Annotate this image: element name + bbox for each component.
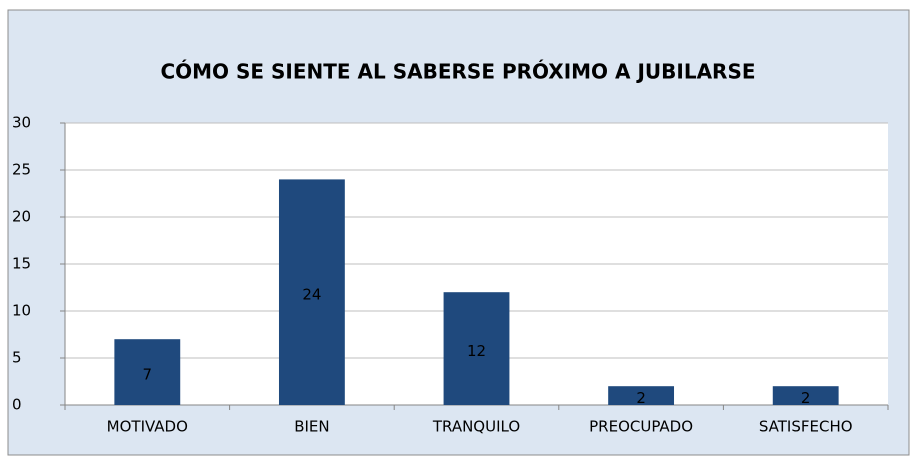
x-tick-label: MOTIVADO — [107, 418, 188, 436]
bar — [114, 339, 181, 405]
chart-title: CÓMO SE SIENTE AL SABERSE PRÓXIMO A JUBI… — [160, 60, 755, 84]
bar — [772, 386, 839, 405]
y-tick-label: 15 — [12, 255, 31, 273]
data-label: 2 — [801, 389, 811, 407]
data-label: 24 — [302, 286, 321, 304]
data-label: 12 — [467, 342, 486, 360]
bar — [278, 179, 345, 405]
x-tick-label: SATISFECHO — [759, 418, 853, 436]
y-tick-label: 25 — [12, 161, 31, 179]
data-label: 2 — [636, 389, 646, 407]
x-tick-label: TRANQUILO — [432, 418, 520, 436]
x-tick-label: PREOCUPADO — [589, 418, 693, 436]
y-tick-label: 10 — [12, 302, 31, 320]
y-tick-label: 5 — [12, 349, 22, 367]
y-tick-label: 0 — [12, 396, 22, 414]
x-tick-label: BIEN — [294, 418, 329, 436]
data-label: 7 — [143, 366, 153, 384]
bar — [443, 292, 510, 405]
bar — [608, 386, 675, 405]
y-tick-label: 20 — [12, 208, 31, 226]
y-tick-label: 30 — [12, 114, 31, 132]
